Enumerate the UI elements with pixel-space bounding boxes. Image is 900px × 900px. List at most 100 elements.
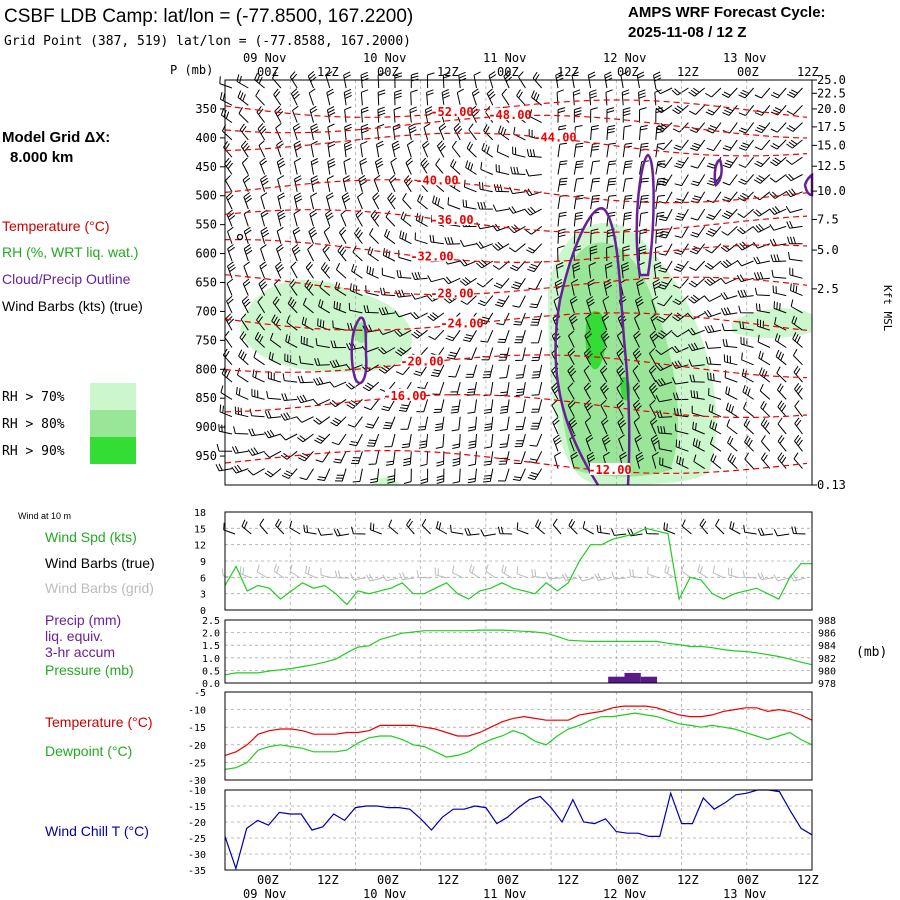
wind-barb [448, 364, 461, 378]
bottom-hour-label: 12Z [797, 873, 819, 887]
height-tick-label: 25.0 [817, 73, 846, 87]
rh70-label: RH > 70% [2, 390, 65, 405]
wind-barb [616, 399, 625, 417]
temp-panel-frame [224, 691, 813, 781]
wind-barb [516, 89, 526, 106]
wind-barb [674, 226, 689, 239]
wind-barb [476, 222, 493, 230]
wind-barb [334, 468, 347, 482]
wind-barb [462, 199, 477, 210]
wind-barb [753, 191, 771, 201]
wind-barb [742, 570, 757, 579]
isotherm-line [224, 394, 808, 418]
wind-barb [760, 400, 771, 418]
wind-barb [465, 160, 477, 175]
wind-barb [424, 106, 434, 123]
wind-barb [736, 241, 754, 251]
wind-barb [360, 123, 369, 140]
wind-barb [291, 244, 301, 262]
wind-barb [374, 157, 384, 175]
wind-barb [590, 177, 601, 192]
wind-barb [773, 574, 790, 582]
wind-barb [632, 365, 640, 383]
isotherm-line [224, 312, 808, 331]
wind-barb [289, 520, 301, 535]
wind-barb [393, 106, 402, 123]
top-hour-label: 12Z [557, 65, 579, 79]
wind-barb [529, 433, 543, 447]
wind-barb [372, 192, 380, 210]
wind-barb [384, 433, 396, 448]
wind-barb [450, 524, 464, 535]
wind-barb [554, 451, 561, 469]
wind-barb [498, 451, 510, 465]
wind-barb [528, 278, 543, 291]
forecast-cycle-label: AMPS WRF Forecast Cycle: [628, 4, 826, 21]
wind-barb [687, 312, 705, 320]
wind-barb [220, 108, 233, 124]
height-tick-label: 20.0 [817, 102, 846, 116]
accum-label: 3-hr accum [45, 644, 115, 660]
wind-barb [414, 232, 428, 245]
height-tick-label: 17.5 [817, 120, 846, 134]
wind-barb [786, 139, 803, 149]
wind-barb [568, 417, 578, 435]
wind-barb [495, 164, 510, 175]
top-time-axis: P (mb) 09 Nov 10 Nov 11 Nov 12 Nov 13 No… [170, 51, 819, 79]
wind-barb [515, 382, 526, 397]
wind-barb [722, 104, 738, 116]
wind-barb [382, 416, 396, 430]
wind-barb [240, 140, 250, 158]
wind-barb [639, 228, 648, 244]
wind-barb [573, 211, 583, 227]
pressure-tick-label: 500 [195, 189, 217, 203]
wind-barb [238, 106, 249, 123]
bottom-hour-label: 00Z [257, 873, 279, 887]
wind-barb [658, 243, 673, 256]
wind-barb [293, 192, 303, 210]
wind-barb [308, 226, 318, 244]
wind-barb [704, 295, 722, 302]
wind-barb [322, 244, 331, 262]
wind-barb [462, 329, 477, 342]
wind-barb [330, 416, 347, 427]
wind-barb [406, 140, 414, 158]
wind-barb [639, 211, 649, 227]
wind-barb [633, 330, 641, 348]
wind-barb [633, 417, 640, 435]
wind-barb [600, 399, 608, 417]
precip-tick-label: 0.5 [202, 666, 220, 677]
wind-barb [516, 522, 529, 535]
wind-barb [468, 416, 477, 432]
wind-barb [476, 259, 494, 269]
wind-barb [429, 234, 444, 245]
cloud-outline [350, 153, 814, 486]
temp-tick-label: -10 [188, 706, 206, 717]
wind-barb [622, 228, 632, 244]
pressure-label: Pressure (mb) [45, 662, 134, 678]
wind-barb [567, 382, 575, 400]
wind-barb [350, 573, 366, 581]
bottom-date-label: 12 Nov [603, 887, 646, 900]
wind-barb [249, 408, 265, 418]
wind-barb [492, 204, 510, 212]
wind-barb [335, 262, 347, 279]
wind-barb [742, 384, 754, 400]
wind-barb [789, 267, 803, 279]
wind-barb [673, 260, 689, 272]
legend-rh: RH (%, WRT liq. wat.) [2, 244, 138, 260]
wind-barb [419, 451, 429, 467]
top-hour-label: 12Z [797, 65, 819, 79]
wind-barb [378, 306, 396, 316]
height-tick-label: 10.0 [817, 184, 846, 198]
precip-tick-label: 2.0 [202, 629, 220, 640]
pressure-right-tick-label: 978 [818, 679, 836, 690]
wind-barb [738, 156, 754, 168]
wind-barb [400, 416, 412, 430]
precip-tick-label: 0.0 [202, 679, 220, 690]
wind-barb [776, 366, 787, 383]
wind-barb [729, 521, 741, 535]
wind-barb [416, 399, 429, 413]
wind-barb [616, 330, 624, 348]
